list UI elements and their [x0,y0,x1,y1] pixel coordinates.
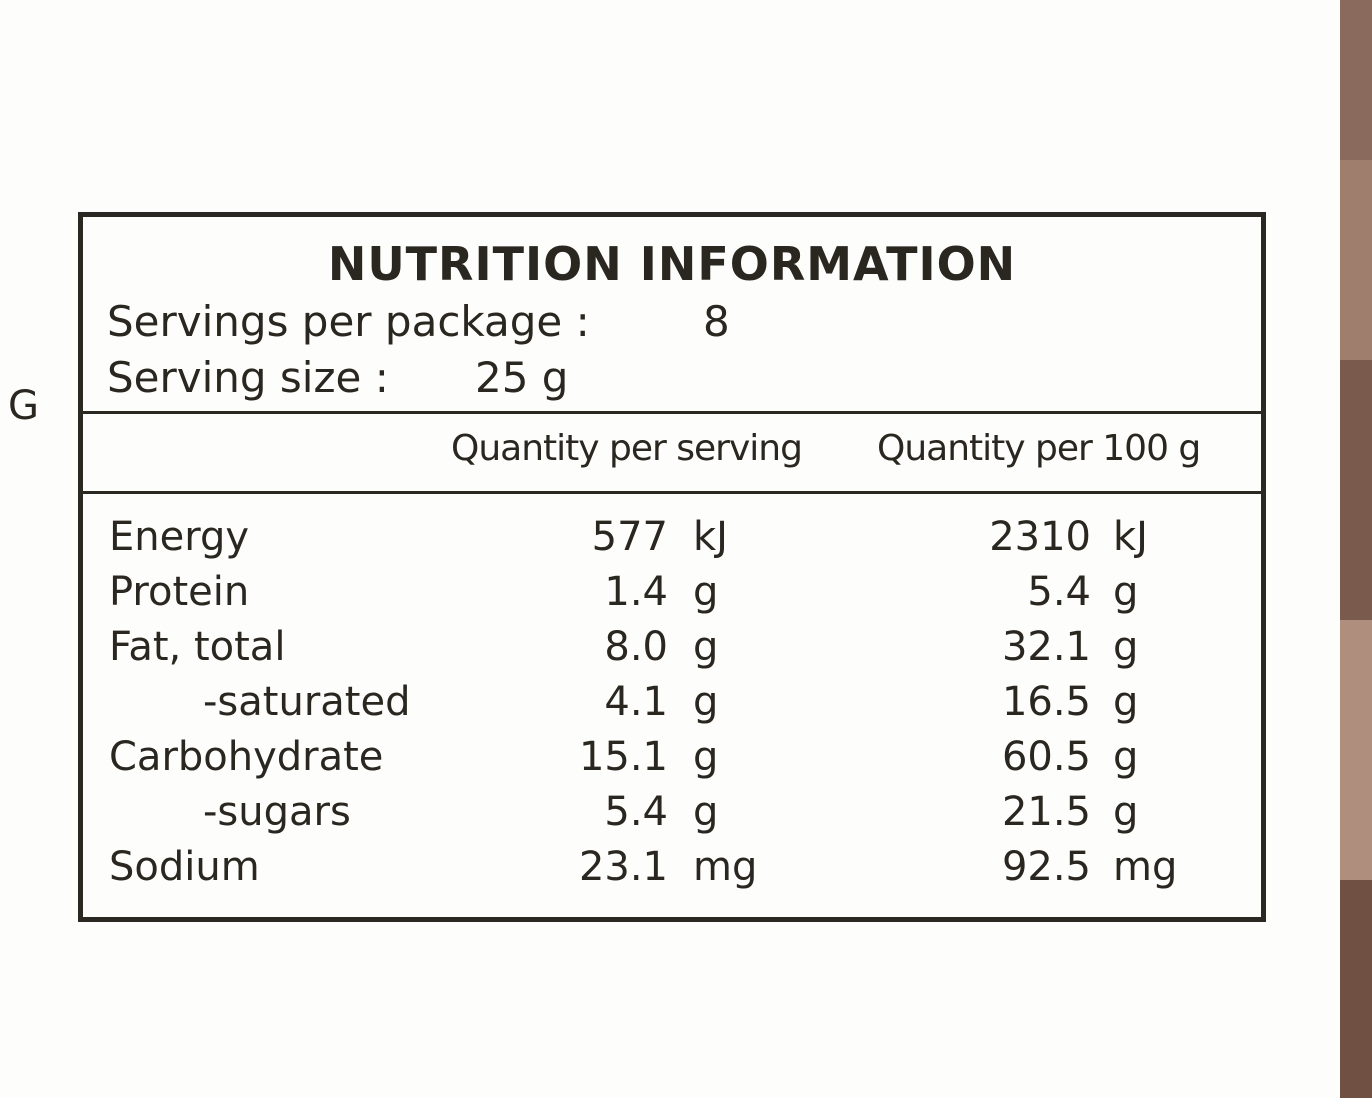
edge-stripe [1340,880,1372,1098]
edge-stripe [1340,160,1372,360]
per-serving-unit: g [693,679,719,725]
per-100g-unit: kJ [1113,514,1148,560]
edge-stripe [1340,0,1372,160]
per-serving-unit: g [693,789,719,835]
column-header: Quantity per 100 g [877,428,1201,469]
per-serving-unit: g [693,624,719,670]
per-100g-value: 32.1 [1001,624,1091,670]
per-100g-value: 16.5 [1001,679,1091,725]
per-serving-value: 15.1 [578,734,668,780]
per-serving-unit: g [693,569,719,615]
per-100g-unit: g [1113,734,1139,780]
per-serving-value: 5.4 [604,789,668,835]
per-serving-value: 1.4 [604,569,668,615]
divider [83,411,1261,414]
per-100g-unit: g [1113,569,1139,615]
per-serving-value: 23.1 [578,844,668,890]
nutrient-name: Protein [109,569,250,615]
nutrient-name: Sodium [109,844,260,890]
per-100g-value: 92.5 [1001,844,1091,890]
per-serving-unit: kJ [693,514,728,560]
per-serving-value: 8.0 [604,624,668,670]
nutrient-name: Fat, total [109,624,286,670]
per-100g-unit: g [1113,679,1139,725]
per-serving-value: 4.1 [604,679,668,725]
per-100g-value: 5.4 [1027,569,1091,615]
servings-label: Servings per package : [107,297,590,346]
serving-size-label: Serving size : [107,353,389,402]
column-header: Quantity per serving [451,428,803,469]
per-100g-value: 21.5 [1001,789,1091,835]
nutrient-name: Carbohydrate [109,734,384,780]
per-100g-unit: g [1113,624,1139,670]
nutrient-name: Energy [109,514,250,560]
per-serving-unit: g [693,734,719,780]
edge-stripe [1340,360,1372,620]
per-100g-value: 60.5 [1001,734,1091,780]
per-serving-unit: mg [693,844,758,890]
divider [83,491,1261,494]
per-100g-unit: mg [1113,844,1178,890]
edge-stripe [1340,620,1372,880]
nutrient-name: -saturated [203,679,411,725]
servings-value: 8 [703,297,730,346]
per-serving-value: 577 [591,514,668,560]
stray-letter: G [8,383,39,429]
nutrition-panel: NUTRITION INFORMATION Servings per packa… [78,212,1266,922]
per-100g-value: 2310 [989,514,1091,560]
nutrient-name: -sugars [203,789,351,835]
title: NUTRITION INFORMATION [327,237,1017,291]
serving-size-value: 25 g [475,353,569,402]
per-100g-unit: g [1113,789,1139,835]
